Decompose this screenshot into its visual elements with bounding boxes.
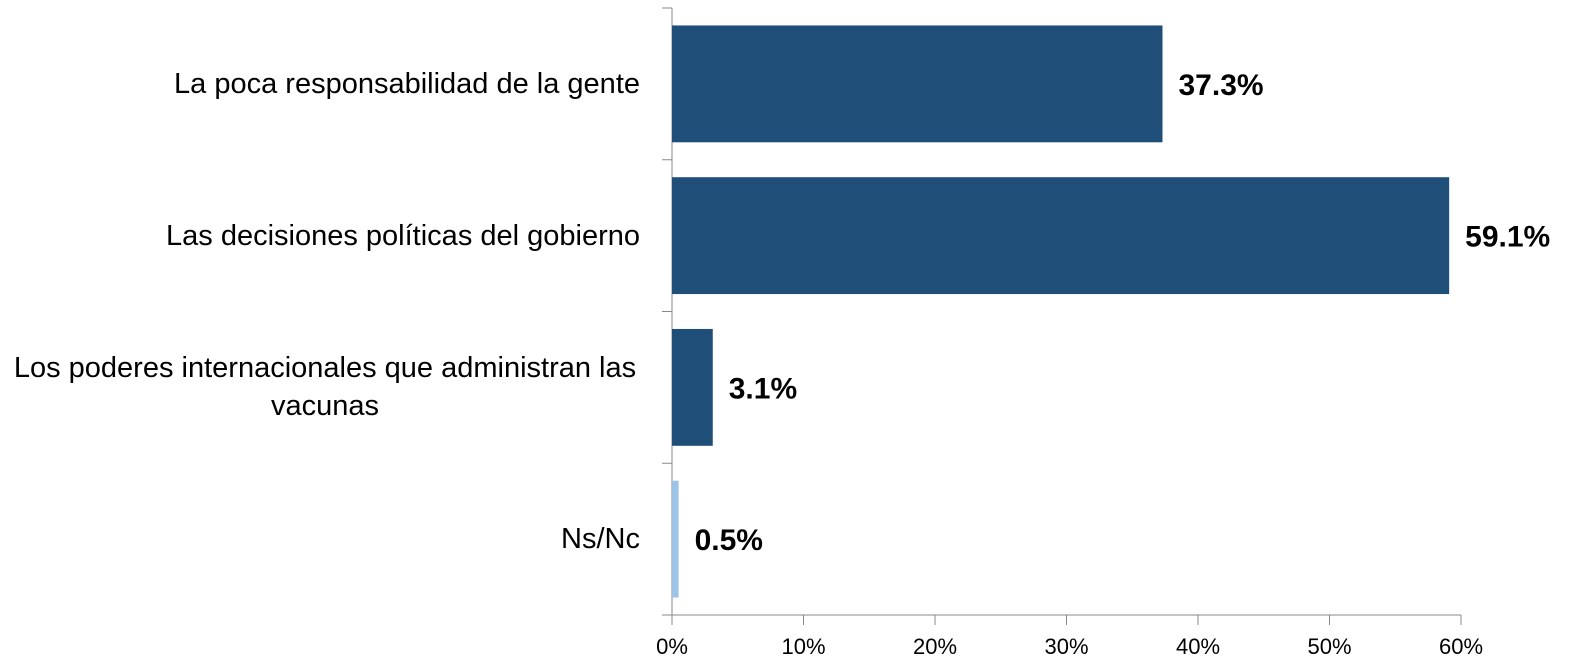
bar [672,328,713,446]
x-tick-label: 20% [913,634,957,659]
y-tick-label: Ns/Nc [561,523,640,556]
x-tick-label: 0% [656,634,688,659]
bar [672,25,1163,143]
x-tick-label: 30% [1044,634,1088,659]
category-label-box: Ns/Nc [0,463,640,615]
x-tick-label: 10% [781,634,825,659]
category-label-box: La poca responsabilidad de la gente [0,8,640,160]
y-tick-label: La poca responsabilidad de la gente [174,67,640,100]
category-label-box: Los poderes internacionales que administ… [0,312,640,464]
bar [672,480,679,598]
x-tick-label: 60% [1439,634,1483,659]
value-label: 37.3% [1178,69,1263,102]
category-label-box: Las decisiones políticas del gobierno [0,160,640,312]
x-tick-label: 40% [1176,634,1220,659]
x-tick-label: 50% [1307,634,1351,659]
bar [672,177,1450,295]
value-label: 59.1% [1465,221,1550,254]
value-label: 3.1% [729,372,797,405]
y-tick-label: Los poderes internacionales que administ… [13,352,637,423]
value-label: 0.5% [695,524,763,557]
y-tick-label: Las decisiones políticas del gobierno [166,219,640,252]
